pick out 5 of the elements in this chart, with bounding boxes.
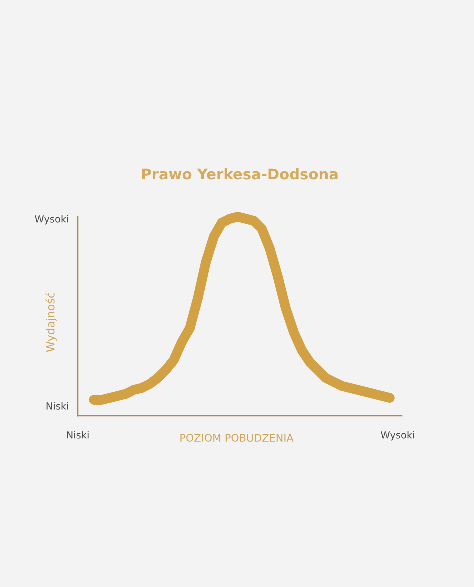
x-axis-title: POZIOM POBUDZENIA bbox=[180, 434, 294, 442]
text: Wysoki bbox=[35, 215, 68, 225]
y-axis-title: Wydajność bbox=[46, 293, 57, 352]
text: Niski bbox=[46, 402, 68, 410]
chart-title: Prawo Yerkesa-Dodsona bbox=[142, 168, 338, 180]
